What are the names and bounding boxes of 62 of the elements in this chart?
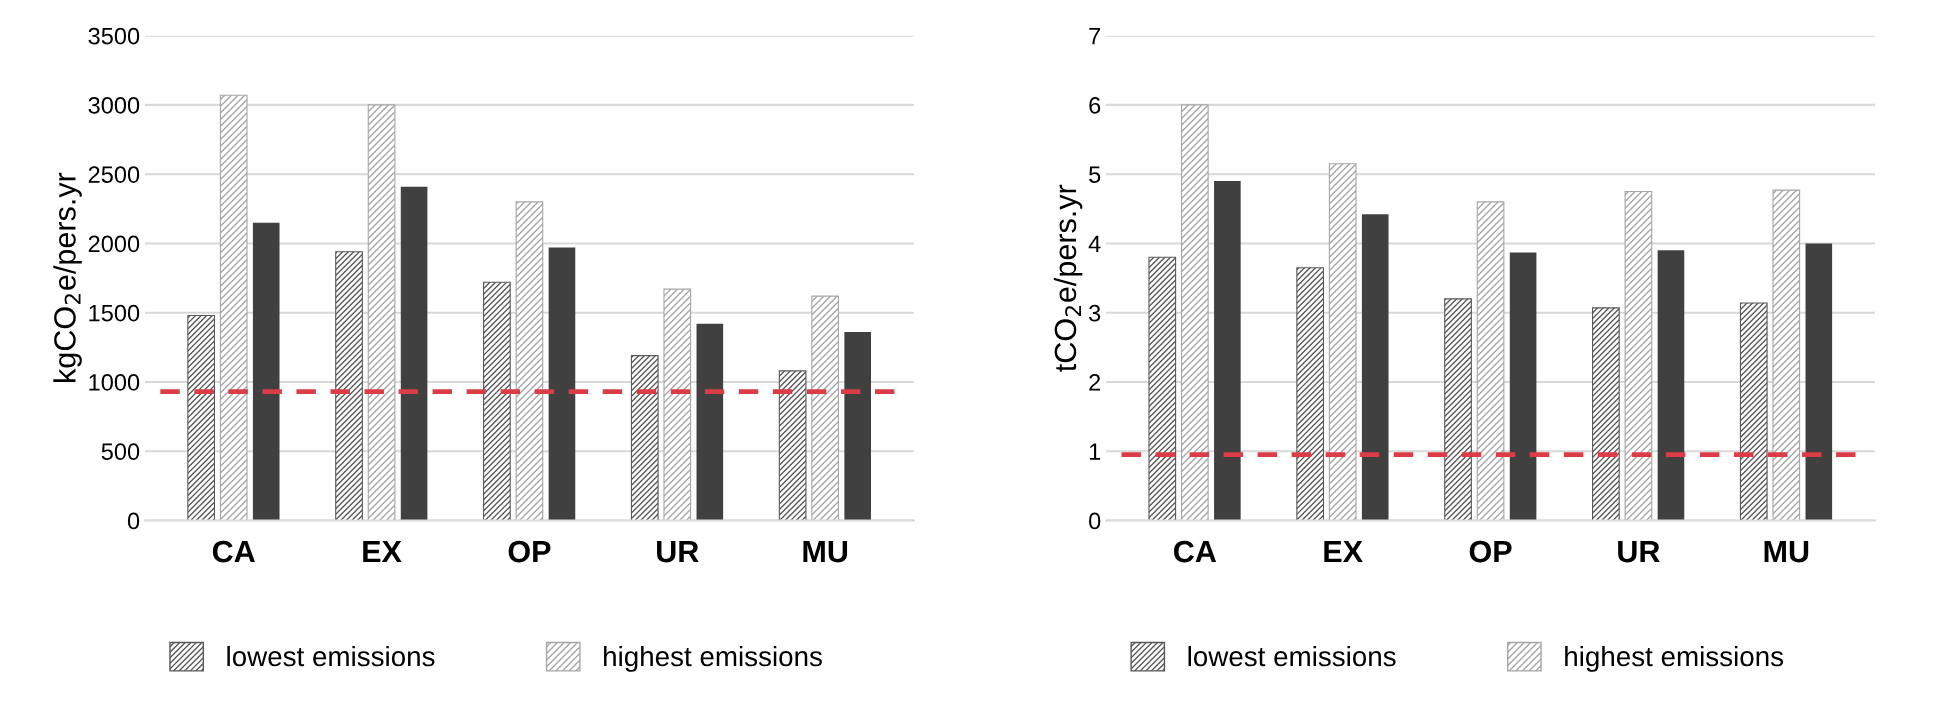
bar (335, 251, 363, 521)
bar (252, 222, 280, 521)
bar (548, 247, 576, 521)
legend-label: lowest emissions (1188, 645, 1396, 667)
y-tick-label: 4 (1088, 235, 1101, 252)
x-tick-label: OP (1469, 540, 1512, 563)
bar (187, 314, 216, 521)
y-tick-label: 0 (1089, 512, 1101, 530)
bar (1148, 256, 1177, 521)
bar (219, 94, 248, 521)
bar (1214, 181, 1241, 521)
y-tick-label: 5 (1089, 166, 1101, 183)
bar (663, 288, 692, 521)
bar (1657, 250, 1685, 521)
bar (1739, 302, 1768, 521)
bar (1509, 252, 1537, 521)
bar (1476, 201, 1505, 521)
y-tick-label: 3 (1089, 304, 1101, 322)
y-tick-label: 3500 (88, 27, 140, 45)
x-tick-label: CA (1174, 540, 1217, 563)
bar (483, 281, 511, 521)
legend-label: highest emissions (1565, 645, 1784, 672)
legend-label: lowest emissions (227, 645, 435, 667)
y-tick-label: 2 (1089, 374, 1101, 391)
x-tick-label: MU (803, 541, 848, 563)
y-tick-label: 1 (1089, 443, 1101, 460)
bar (1180, 104, 1209, 521)
bar (1296, 267, 1325, 521)
bar (778, 370, 807, 521)
bar (1592, 307, 1620, 521)
bar (1444, 298, 1472, 521)
x-tick-label: CA (212, 540, 255, 563)
x-tick-label: UR (1618, 541, 1660, 563)
bar (1328, 163, 1357, 521)
x-tick-label: EX (1324, 541, 1363, 563)
bar (400, 186, 428, 521)
bar (811, 295, 840, 521)
bar (630, 355, 659, 521)
y-tick-label: 1500 (89, 304, 140, 322)
bar (696, 323, 724, 521)
x-tick-label: UR (657, 541, 699, 563)
y-tick-label: 7 (1089, 27, 1101, 45)
bar (367, 104, 396, 521)
y-tick-label: 0 (127, 512, 140, 530)
y-axis-title: tCO$_{2}$e/pers.yr (1053, 184, 1083, 372)
y-tick-label: 3000 (88, 96, 140, 114)
y-tick-label: 1000 (89, 374, 140, 391)
bar (1624, 190, 1653, 521)
legend-label: highest emissions (604, 645, 822, 672)
y-tick-label: 2000 (88, 235, 140, 253)
y-tick-label: 6 (1089, 96, 1101, 114)
x-tick-label: OP (508, 540, 551, 563)
y-tick-label: 500 (101, 443, 140, 461)
bar (1361, 214, 1389, 521)
bar (1772, 189, 1801, 521)
x-tick-label: MU (1764, 541, 1809, 563)
y-axis-title: kgCO$_{2}$e/pers.yr (53, 172, 82, 382)
x-tick-label: EX (363, 541, 402, 563)
bar (515, 201, 544, 521)
bar (844, 332, 871, 521)
y-tick-label: 2500 (88, 166, 140, 183)
bar (1805, 243, 1833, 521)
